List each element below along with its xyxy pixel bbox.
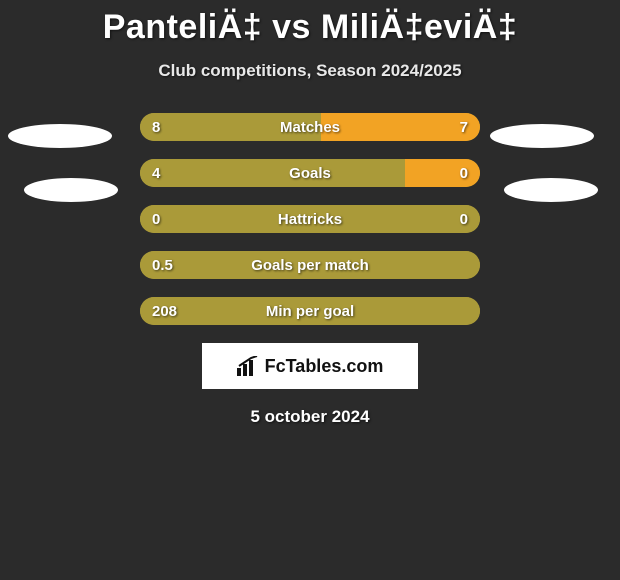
avatar-left-top xyxy=(8,124,112,148)
avatar-right-top xyxy=(490,124,594,148)
bar-left xyxy=(140,297,480,325)
bar-left xyxy=(140,113,321,141)
page-subtitle: Club competitions, Season 2024/2025 xyxy=(0,61,620,81)
stat-row: 0.5Goals per match xyxy=(140,251,480,279)
page-title: PanteliÄ‡ vs MiliÄ‡eviÄ‡ xyxy=(0,0,620,47)
bar-left xyxy=(140,205,480,233)
stat-row: 208Min per goal xyxy=(140,297,480,325)
avatar-right-bottom xyxy=(504,178,598,202)
brand-text: FcTables.com xyxy=(265,356,384,377)
footer-date: 5 october 2024 xyxy=(0,407,620,427)
chart-icon xyxy=(237,356,259,376)
bar-left xyxy=(140,159,405,187)
brand-badge[interactable]: FcTables.com xyxy=(202,343,418,389)
stat-row: 87Matches xyxy=(140,113,480,141)
bar-left xyxy=(140,251,480,279)
avatar-left-bottom xyxy=(24,178,118,202)
stat-row: 40Goals xyxy=(140,159,480,187)
bar-right xyxy=(321,113,480,141)
bar-right xyxy=(405,159,480,187)
stat-row: 00Hattricks xyxy=(140,205,480,233)
comparison-panel: 87Matches 40Goals 00Hattricks 0.5Goals per … xyxy=(0,113,620,427)
